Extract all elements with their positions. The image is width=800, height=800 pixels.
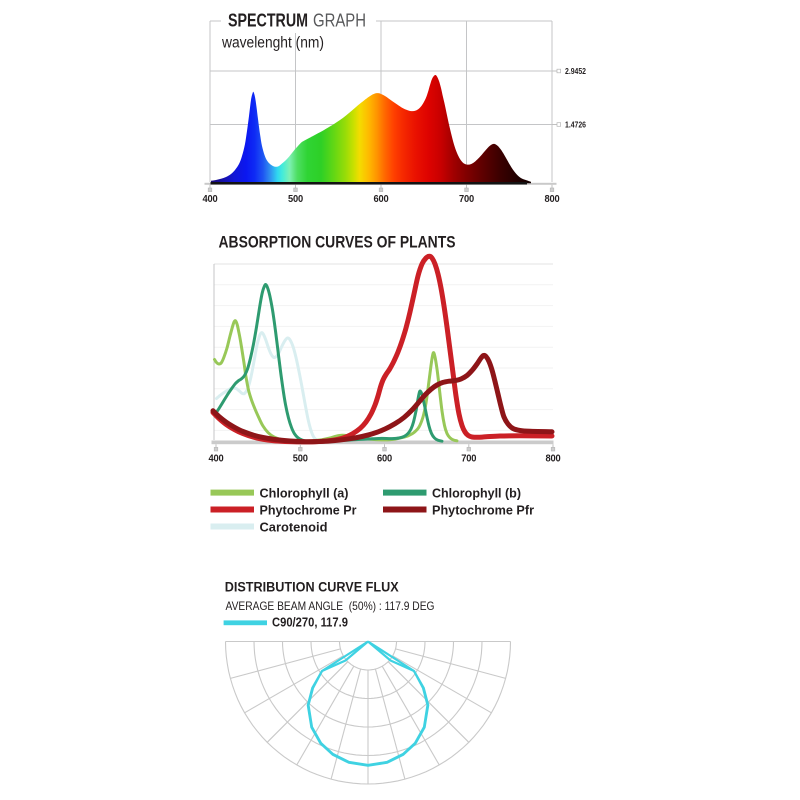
svg-text:Chlorophyll (a): Chlorophyll (a)	[260, 486, 349, 501]
svg-text:800: 800	[545, 194, 561, 205]
svg-text:700: 700	[459, 194, 475, 205]
svg-text:600: 600	[374, 194, 390, 205]
svg-text:ABSORPTION CURVES OF PLANTS: ABSORPTION CURVES OF PLANTS	[219, 234, 456, 252]
svg-text:500: 500	[288, 194, 304, 205]
svg-text:400: 400	[209, 454, 225, 465]
svg-text:Carotenoid: Carotenoid	[260, 520, 328, 535]
svg-text:700: 700	[461, 454, 477, 465]
svg-text:AVERAGE BEAM ANGLE (50%) : 11: AVERAGE BEAM ANGLE (50%) : 117.9 DEG	[226, 599, 435, 613]
svg-text:400: 400	[203, 194, 219, 205]
svg-text:600: 600	[377, 454, 393, 465]
svg-text:800: 800	[546, 454, 562, 465]
svg-text:500: 500	[293, 454, 309, 465]
svg-text:SPECTRUM: SPECTRUM	[228, 11, 308, 31]
svg-text:C90/270, 117.9: C90/270, 117.9	[272, 615, 348, 630]
svg-text:GRAPH: GRAPH	[313, 11, 366, 31]
svg-text:1.4726: 1.4726	[565, 121, 586, 130]
svg-text:Chlorophyll (b): Chlorophyll (b)	[432, 486, 521, 501]
svg-text:DISTRIBUTION CURVE FLUX: DISTRIBUTION CURVE FLUX	[225, 579, 399, 594]
svg-text:2.9452: 2.9452	[565, 67, 586, 76]
svg-text:Phytochrome Pfr: Phytochrome Pfr	[432, 503, 534, 518]
svg-text:wavelenght (nm): wavelenght (nm)	[221, 35, 324, 52]
svg-text:Phytochrome Pr: Phytochrome Pr	[260, 503, 357, 518]
